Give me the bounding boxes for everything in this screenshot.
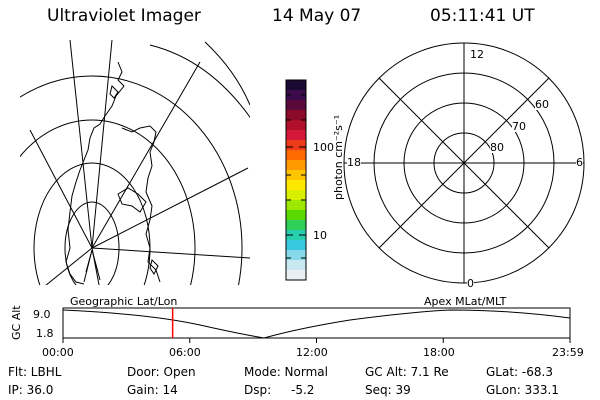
dsp-label: Dsp: bbox=[244, 383, 272, 397]
alt-tick-max: 9.0 bbox=[33, 308, 51, 321]
alt-tick-min: 1.8 bbox=[36, 327, 54, 340]
time-tick-1800: 18:00 bbox=[423, 346, 455, 359]
gc-alt-info: GC Alt: 7.1 Re bbox=[365, 365, 449, 379]
colorbar-segment bbox=[286, 130, 306, 141]
lat-arc bbox=[64, 201, 120, 285]
lat-arc bbox=[20, 119, 196, 285]
date-label: 14 May 07 bbox=[272, 6, 362, 26]
altitude-curve bbox=[62, 309, 571, 339]
colorbar-segment bbox=[286, 190, 306, 201]
mlt-label-6: 6 bbox=[576, 156, 583, 169]
timeline-frame bbox=[62, 307, 571, 339]
glat-info: GLat: -68.3 bbox=[486, 365, 553, 379]
dsp-value: -5.2 bbox=[291, 383, 315, 397]
door-info: Door: Open bbox=[127, 365, 196, 379]
lat-arc bbox=[149, 44, 250, 119]
lat-label-70: 70 bbox=[512, 120, 526, 133]
colorbar-segment bbox=[286, 100, 306, 111]
time-tick-2359: 23:59 bbox=[552, 346, 584, 359]
time-tick-0000: 00:00 bbox=[42, 346, 74, 359]
colorbar-tick-10: 10 bbox=[313, 229, 327, 242]
mlt-label-12: 12 bbox=[470, 48, 484, 61]
lat-label-80: 80 bbox=[490, 141, 504, 154]
colorbar-segment bbox=[286, 220, 306, 231]
colorbar-segment bbox=[286, 210, 306, 221]
colorbar-segment bbox=[286, 260, 306, 271]
lon-line bbox=[91, 61, 201, 249]
geo-coord-label: Geographic Lat/Lon bbox=[70, 295, 178, 308]
glon-info: GLon: 333.1 bbox=[486, 383, 559, 397]
colorbar-segment bbox=[286, 230, 306, 241]
mlt-label-0: 0 bbox=[467, 277, 474, 290]
lon-line bbox=[91, 40, 113, 249]
gc-alt-axis-title: GC Alt bbox=[10, 305, 23, 340]
lat-label-60: 60 bbox=[535, 98, 549, 111]
colorbar-segment bbox=[286, 200, 306, 211]
lon-line bbox=[91, 247, 250, 259]
colorbar-tick-100: 100 bbox=[313, 141, 334, 154]
colorbar-segment bbox=[286, 160, 306, 171]
gain-info: Gain: 14 bbox=[127, 383, 178, 397]
time-tick-1200: 12:00 bbox=[296, 346, 328, 359]
ip-info: IP: 36.0 bbox=[8, 383, 54, 397]
colorbar-segment bbox=[286, 170, 306, 181]
colorbar-segment bbox=[286, 180, 306, 191]
lon-line bbox=[69, 40, 93, 249]
colorbar-segment bbox=[286, 110, 306, 121]
lat-arc bbox=[204, 41, 250, 106]
instrument-title: Ultraviolet Imager bbox=[47, 6, 201, 26]
mlt-label-18: 18 bbox=[347, 156, 361, 169]
colorbar-segment bbox=[286, 250, 306, 261]
colorbar-segment bbox=[286, 120, 306, 131]
mlt-diagonal bbox=[378, 77, 550, 249]
lat-arc bbox=[20, 75, 243, 285]
lon-line bbox=[91, 167, 249, 249]
lon-line bbox=[29, 129, 93, 249]
time-tick-0600: 06:00 bbox=[169, 346, 201, 359]
colorbar-segment bbox=[286, 270, 306, 281]
coastline bbox=[65, 61, 161, 285]
colorbar-segment bbox=[286, 240, 306, 251]
footprint bbox=[83, 249, 101, 283]
lon-line bbox=[45, 247, 93, 285]
colorbar-segment bbox=[286, 140, 306, 151]
mode-info: Mode: Normal bbox=[244, 365, 328, 379]
seq-info: Seq: 39 bbox=[365, 383, 411, 397]
filter-info: Flt: LBHL bbox=[8, 365, 62, 379]
colorbar-segment bbox=[286, 80, 306, 91]
apex-coord-label: Apex MLat/MLT bbox=[424, 295, 507, 308]
colorbar-units: photon cm⁻²s⁻¹ bbox=[332, 115, 345, 200]
colorbar-segment bbox=[286, 150, 306, 161]
time-label: 05:11:41 UT bbox=[430, 6, 535, 26]
colorbar-segment bbox=[286, 90, 306, 101]
